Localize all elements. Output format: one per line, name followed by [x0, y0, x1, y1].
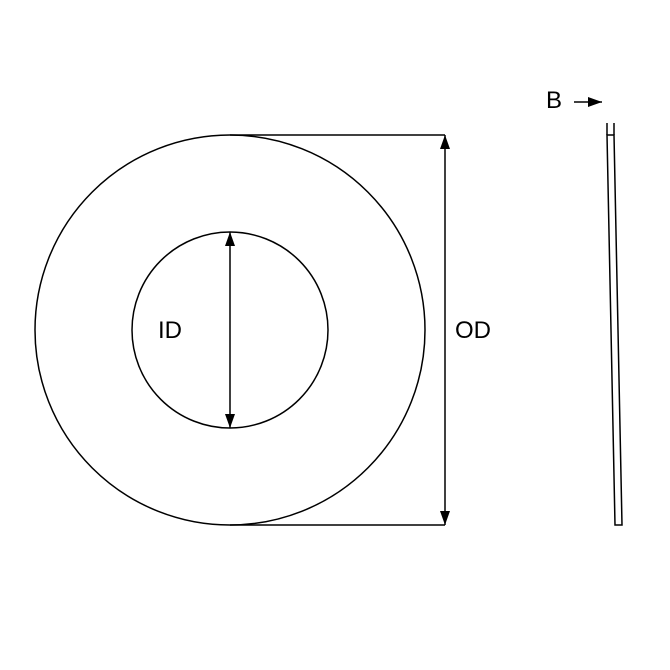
washer-dimension-diagram: ID OD B	[0, 0, 670, 670]
b-label: B	[546, 87, 562, 114]
od-dimension	[440, 135, 450, 525]
id-dimension	[225, 232, 235, 428]
od-label: OD	[455, 317, 491, 344]
b-dimension	[574, 97, 602, 107]
washer-side-view	[607, 123, 622, 525]
id-label: ID	[158, 317, 182, 344]
